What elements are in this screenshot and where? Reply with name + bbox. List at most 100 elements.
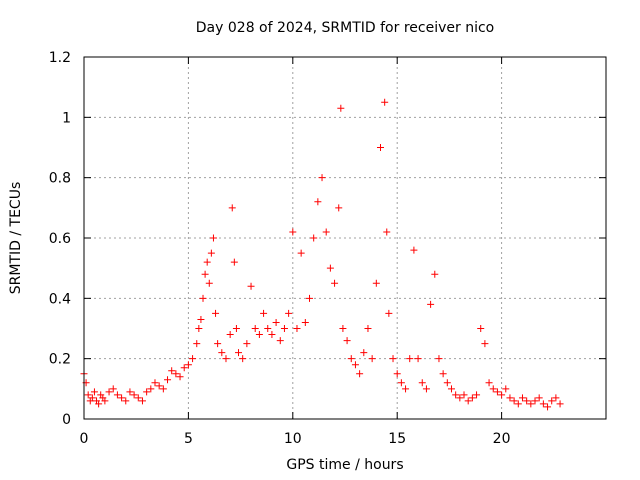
data-points [80,98,564,411]
data-point [473,391,481,399]
data-point [172,370,180,378]
data-point [168,367,176,375]
data-point [247,282,255,290]
data-point [88,394,96,402]
data-point [552,394,560,402]
y-tick-label: 0.8 [49,171,71,187]
data-point [260,309,268,317]
data-point [439,370,447,378]
data-point [289,228,297,236]
data-point [502,385,510,393]
data-point [514,400,522,408]
y-tick-label: 1.2 [49,50,71,66]
data-point [195,325,203,332]
data-point [143,388,151,396]
data-point [176,373,184,381]
data-point [452,391,460,399]
data-point [126,388,134,396]
data-point [539,400,547,408]
data-point [364,325,372,332]
data-point [222,355,230,363]
data-point [535,394,543,402]
data-point [239,355,247,363]
data-point [134,394,142,402]
data-point [360,349,368,357]
data-point [356,370,364,378]
data-point [383,228,391,236]
y-tick-label: 0.6 [49,231,71,247]
data-point [189,355,197,363]
data-point [335,204,343,212]
data-point [209,234,217,242]
data-point [510,397,518,405]
data-point [460,391,468,399]
data-point [314,198,322,206]
data-point [199,294,207,302]
data-point [410,246,418,254]
data-point [414,355,422,363]
data-point [351,361,359,369]
data-point [84,391,92,399]
x-tick-label: 10 [284,431,302,447]
data-point [389,355,397,363]
data-point [251,325,259,332]
data-point [422,385,430,393]
x-tick-label: 20 [493,431,511,447]
data-point [184,361,192,369]
x-tick-labels: 0 5 10 15 20 [80,431,511,447]
grid [84,57,606,419]
data-point [481,340,489,348]
data-point [548,397,556,405]
data-point [456,394,464,402]
x-tick-label: 15 [388,431,406,447]
data-point [159,385,167,393]
data-point [118,394,126,402]
data-point [268,331,276,339]
data-point [235,349,243,357]
data-point [402,385,410,393]
data-point [201,270,209,278]
axis-ticks [83,56,606,420]
data-point [230,258,238,266]
y-tick-label: 0.2 [49,352,71,368]
data-point [203,258,211,266]
data-point [101,397,109,405]
data-point [343,337,351,345]
data-point [485,379,493,387]
y-axis-label: SRMTID / TECUs [8,182,24,295]
y-tick-labels: 0 0.2 0.4 0.6 0.8 1 1.2 [49,50,71,428]
data-point [531,397,539,405]
data-point [180,364,188,372]
data-point [226,331,234,339]
data-point [331,279,339,287]
data-point [418,379,426,387]
data-point [397,379,405,387]
data-point [489,385,497,393]
data-point [232,325,240,332]
data-point [138,397,146,405]
data-point [385,309,393,317]
data-point [326,264,334,272]
data-point [130,391,138,399]
data-point [276,337,284,345]
data-point [337,104,345,112]
data-point [228,204,236,212]
data-point [381,98,389,106]
data-point [272,318,280,326]
data-point [122,397,130,405]
data-point [90,388,98,396]
data-point [527,400,535,408]
data-point [243,340,251,348]
data-point [427,300,435,308]
data-point [544,403,552,411]
data-point [498,391,506,399]
data-point [477,325,485,332]
x-tick-label: 0 [80,431,89,447]
data-point [523,397,531,405]
data-point [297,249,305,257]
data-point [109,385,117,393]
data-point [493,388,501,396]
chart-title: Day 028 of 2024, SRMTID for receiver nic… [196,20,494,36]
y-tick-label: 0 [62,412,71,428]
